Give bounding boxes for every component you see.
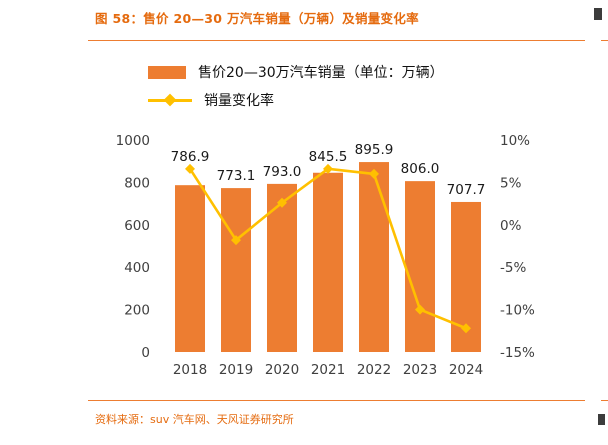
line-marker-2018 bbox=[185, 163, 195, 174]
bar-2021 bbox=[313, 172, 343, 352]
right-axis-tick-5%: 5% bbox=[500, 175, 522, 191]
line-marker-2023 bbox=[415, 304, 425, 315]
right-axis-tick-0%: 0% bbox=[500, 218, 522, 234]
legend-label-sales: 售价20—30万汽车销量（单位：万辆） bbox=[198, 65, 444, 81]
line-marker-2021 bbox=[323, 163, 333, 174]
x-axis-label-2022: 2022 bbox=[357, 362, 391, 378]
bar-value-label-2019: 773.1 bbox=[217, 168, 256, 184]
left-axis-tick-200: 200 bbox=[124, 303, 150, 319]
clipped-adjacent-text-fragment-bottom bbox=[598, 414, 605, 425]
legend-label-change-rate: 销量变化率 bbox=[204, 93, 274, 109]
left-axis-tick-600: 600 bbox=[124, 218, 150, 234]
right-axis-tick--10%: -10% bbox=[500, 303, 535, 319]
bar-value-label-2020: 793.0 bbox=[263, 164, 302, 180]
line-marker-2022 bbox=[369, 168, 379, 179]
line-series-swatch bbox=[148, 93, 192, 107]
x-axis-label-2021: 2021 bbox=[311, 362, 345, 378]
legend-item-sales-bar: 售价20—30万汽车销量（单位：万辆） bbox=[148, 58, 444, 86]
x-axis-label-2019: 2019 bbox=[219, 362, 253, 378]
chart-legend: 售价20—30万汽车销量（单位：万辆） 销量变化率 bbox=[148, 58, 444, 114]
right-axis-tick--15%: -15% bbox=[500, 345, 535, 361]
bar-value-label-2022: 895.9 bbox=[355, 142, 394, 158]
x-axis-label-2018: 2018 bbox=[173, 362, 207, 378]
right-axis-tick-10%: 10% bbox=[500, 133, 530, 149]
bar-series-swatch bbox=[148, 65, 186, 79]
bar-2022 bbox=[359, 162, 389, 352]
right-axis-tick--5%: -5% bbox=[500, 260, 526, 276]
x-axis-label-2024: 2024 bbox=[449, 362, 483, 378]
legend-item-change-rate-line: 销量变化率 bbox=[148, 86, 444, 114]
left-axis-tick-1000: 1000 bbox=[116, 133, 150, 149]
bar-2018 bbox=[175, 185, 205, 352]
x-axis-label-2020: 2020 bbox=[265, 362, 299, 378]
bar-value-label-2018: 786.9 bbox=[171, 149, 210, 165]
bar-2019 bbox=[221, 188, 251, 352]
line-marker-2020 bbox=[277, 197, 287, 208]
left-axis-tick-0: 0 bbox=[141, 345, 150, 361]
title-divider-rule bbox=[88, 40, 585, 41]
figure-title: 图 58：售价 20—30 万汽车销量（万辆）及销量变化率 bbox=[95, 11, 419, 26]
line-marker-2024 bbox=[461, 323, 471, 334]
bar-value-label-2021: 845.5 bbox=[309, 149, 348, 165]
bar-2020 bbox=[267, 183, 297, 352]
bar-2023 bbox=[405, 181, 435, 352]
footer-divider-rule bbox=[88, 400, 585, 401]
left-axis-tick-400: 400 bbox=[124, 260, 150, 276]
clipped-adjacent-text-fragment-top bbox=[594, 8, 602, 20]
adjacent-column-rule-fragment-bottom bbox=[601, 400, 608, 401]
x-axis-label-2023: 2023 bbox=[403, 362, 437, 378]
adjacent-column-rule-fragment-top bbox=[601, 40, 608, 41]
bar-value-label-2023: 806.0 bbox=[401, 161, 440, 177]
bar-value-label-2024: 707.7 bbox=[447, 182, 486, 198]
left-axis-tick-800: 800 bbox=[124, 175, 150, 191]
data-source-note: 资料来源：suv 汽车网、天风证券研究所 bbox=[95, 413, 294, 426]
line-marker-2019 bbox=[231, 235, 241, 246]
